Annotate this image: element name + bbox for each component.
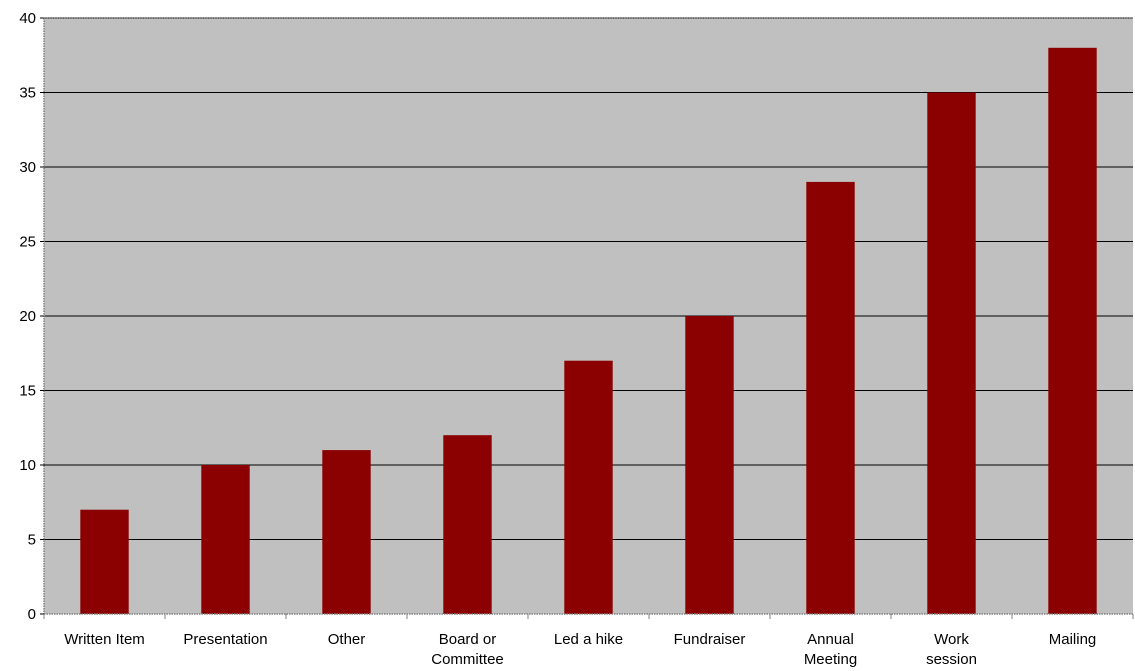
x-tick-label-line: Board or — [439, 631, 497, 648]
x-tick-label-line: Work — [934, 631, 969, 648]
y-tick-label: 40 — [19, 10, 36, 27]
x-tick-label-line: Annual — [807, 631, 854, 648]
x-tick-label-line: Other — [328, 631, 366, 648]
y-tick-label: 5 — [28, 532, 36, 549]
bar — [564, 360, 613, 614]
x-tick-labels: Written Item Presentation Other Board or Com… — [64, 631, 1096, 668]
y-tick-label: 0 — [28, 606, 36, 623]
x-tick-label: Presentation — [183, 631, 267, 648]
bar — [322, 450, 371, 614]
y-tick-label: 20 — [19, 308, 36, 325]
x-tick-label-line: Led a hike — [554, 631, 623, 648]
y-tick-label: 30 — [19, 159, 36, 176]
x-tick-label: Annual Meeting — [804, 631, 857, 668]
x-tick-label-line: Mailing — [1049, 631, 1097, 648]
x-tick-label: Mailing — [1049, 631, 1097, 648]
bar — [927, 92, 976, 614]
x-tick-label-line: Written Item — [64, 631, 145, 648]
y-tick-labels: 0 5 10 15 20 25 30 35 40 — [19, 10, 36, 623]
x-tick-label: Written Item — [64, 631, 145, 648]
y-tick-label: 10 — [19, 457, 36, 474]
x-tick-label-line: Committee — [431, 651, 504, 668]
axes — [40, 17, 1134, 619]
x-tick-label-line: session — [926, 651, 977, 668]
bar — [685, 316, 734, 614]
x-tick-label: Board or Committee — [431, 631, 504, 668]
y-tick-label: 25 — [19, 234, 36, 251]
bar — [201, 465, 250, 614]
y-tick-label: 35 — [19, 85, 36, 102]
bars — [80, 47, 1097, 615]
x-tick-label-line: Meeting — [804, 651, 857, 668]
x-tick-label: Fundraiser — [674, 631, 746, 648]
bar — [80, 509, 129, 614]
x-tick-label-line: Fundraiser — [674, 631, 746, 648]
bar — [1048, 47, 1097, 615]
x-tick-label: Other — [328, 631, 366, 648]
bar — [443, 435, 492, 614]
x-tick-label: Work session — [926, 631, 977, 668]
bar — [806, 181, 855, 614]
x-tick-label: Led a hike — [554, 631, 623, 648]
x-tick-label-line: Presentation — [183, 631, 267, 648]
y-tick-label: 15 — [19, 383, 36, 400]
